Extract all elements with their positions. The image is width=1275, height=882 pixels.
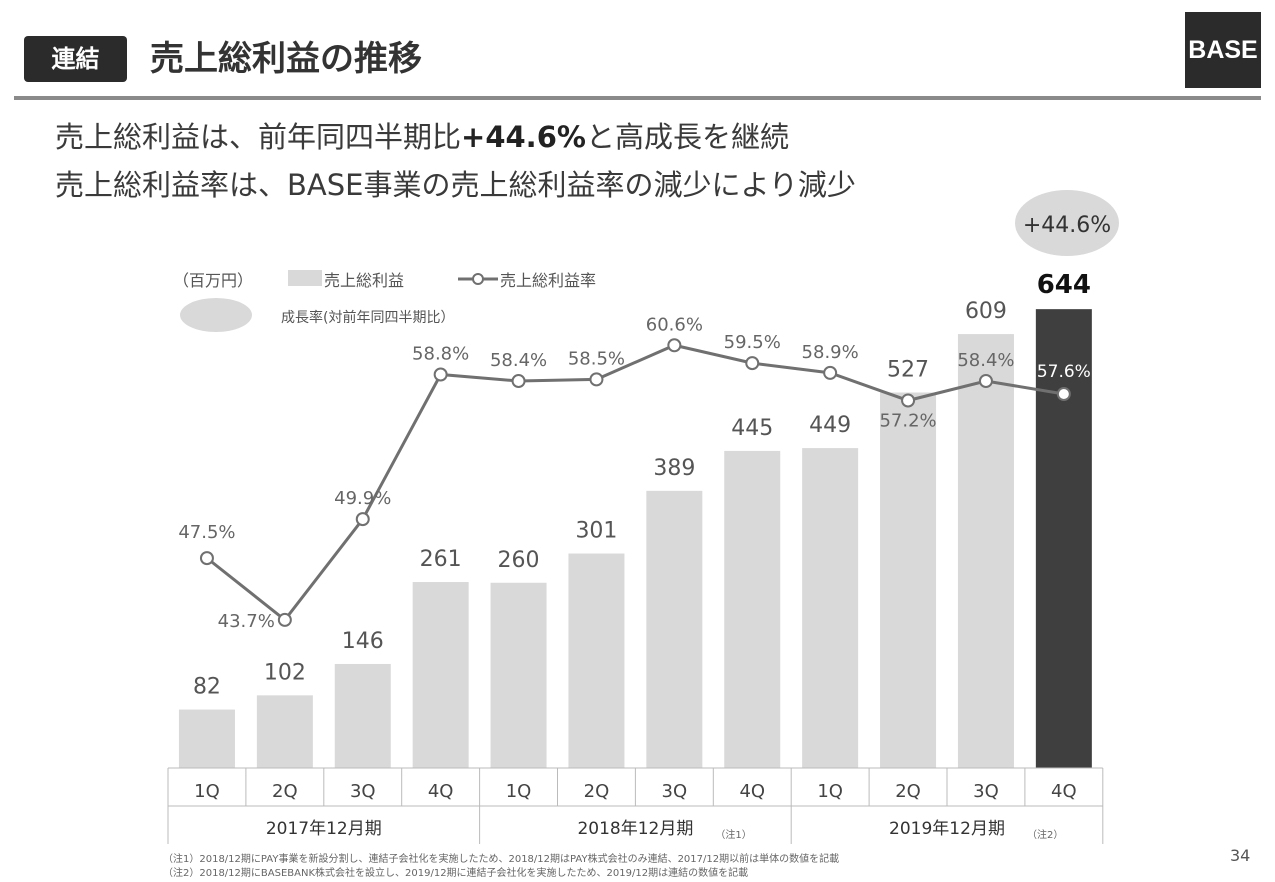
legend-growth-swatch [180, 298, 252, 332]
profit-rate-marker-7 [745, 356, 760, 371]
bar-9 [880, 392, 937, 768]
bar-3 [412, 582, 469, 768]
bar-11 [1035, 309, 1092, 768]
bar-value-label-6: 389 [653, 456, 695, 481]
category-label-8: 1Q [817, 781, 843, 802]
category-label-1: 2Q [272, 781, 298, 802]
bar-value-label-3: 261 [420, 547, 462, 572]
category-label-9: 2Q [895, 781, 921, 802]
profit-rate-marker-5 [589, 372, 604, 387]
bar-2 [334, 663, 391, 768]
bar-value-label-1: 102 [264, 660, 306, 685]
bar-value-label-0: 82 [193, 675, 221, 700]
bar-value-label-4: 260 [498, 548, 540, 573]
subtitle-1-part-a: 売上総利益は、前年同四半期比 [55, 120, 462, 154]
bar-value-label-7: 445 [731, 416, 773, 441]
base-logo: BASE [1185, 12, 1261, 88]
profit-rate-label-6: 60.6% [646, 314, 703, 335]
bar-4 [490, 582, 547, 768]
profit-rate-label-0: 47.5% [178, 522, 235, 543]
bar-value-label-11: 644 [1037, 270, 1091, 300]
legend-unit: （百万円） [173, 271, 253, 290]
profit-rate-label-5: 58.5% [568, 348, 625, 369]
fiscal-year-note-1: （注1） [715, 828, 751, 841]
bar-6 [646, 490, 703, 768]
profit-rate-label-2: 49.9% [334, 488, 391, 509]
profit-rate-marker-6 [667, 338, 682, 353]
bar-1 [256, 695, 313, 768]
profit-rate-marker-2 [355, 512, 370, 527]
footnote-2: （注2）2018/12期にBASEBANK株式会社を設立し、2019/12期に連… [163, 868, 749, 879]
profit-rate-label-3: 58.8% [412, 344, 469, 365]
profit-rate-marker-10 [978, 374, 993, 388]
category-label-10: 3Q [973, 781, 999, 802]
profit-rate-label-1: 43.7% [218, 611, 275, 632]
bar-value-label-5: 301 [575, 519, 617, 544]
legend-bar-label: 売上総利益 [324, 271, 404, 290]
fiscal-year-label-2: 2019年12月期 [889, 819, 1005, 839]
profit-rate-label-11: 57.6% [1037, 362, 1091, 382]
fiscal-year-note-2: （注2） [1027, 828, 1063, 841]
legend-growth-label: 成長率(対前年同四半期比） [281, 309, 454, 326]
category-label-0: 1Q [194, 781, 220, 802]
category-label-4: 1Q [506, 781, 532, 802]
profit-rate-marker-3 [433, 367, 448, 382]
profit-rate-label-10: 58.4% [957, 350, 1014, 371]
subtitle-line-1: 売上総利益は、前年同四半期比+44.6%と高成長を継続 [55, 114, 789, 156]
category-label-7: 4Q [739, 781, 765, 802]
fiscal-year-label-0: 2017年12月期 [266, 819, 382, 839]
bar-value-label-2: 146 [342, 629, 384, 654]
profit-rate-marker-1 [277, 612, 292, 627]
profit-rate-marker-0 [199, 551, 214, 566]
bar-0 [178, 709, 235, 768]
legend-bar-swatch [288, 270, 322, 286]
footnote-1: （注1）2018/12期にPAY事業を新設分割し、連結子会社化を実施したため、2… [163, 854, 840, 865]
legend-line-label: 売上総利益率 [500, 271, 596, 290]
profit-rate-label-8: 58.9% [802, 342, 859, 363]
profit-rate-marker-11 [1056, 387, 1071, 401]
category-label-6: 3Q [662, 781, 688, 802]
consolidated-badge: 連結 [24, 36, 127, 82]
profit-rate-marker-4 [511, 374, 526, 388]
category-label-3: 4Q [428, 781, 454, 802]
category-label-5: 2Q [584, 781, 610, 802]
bar-value-label-9: 527 [887, 358, 929, 383]
fiscal-year-label-1: 2018年12月期 [577, 819, 693, 839]
bar-value-label-8: 449 [809, 413, 851, 438]
category-label-11: 4Q [1051, 781, 1077, 802]
bar-8 [802, 448, 859, 768]
bar-5 [568, 553, 625, 768]
profit-rate-line [206, 343, 1065, 622]
profit-rate-label-4: 58.4% [490, 350, 547, 371]
growth-callout-label: +44.6% [1023, 213, 1111, 238]
profit-rate-marker-8 [823, 365, 838, 380]
profit-rate-label-9: 57.2% [879, 411, 936, 432]
bar-value-label-10: 609 [965, 299, 1007, 324]
title-divider [14, 96, 1261, 100]
bar-10 [957, 334, 1014, 768]
profit-rate-label-7: 59.5% [724, 332, 781, 353]
page-title: 売上総利益の推移 [150, 39, 422, 79]
subtitle-1-growth: +44.6% [461, 120, 586, 154]
growth-callout-ellipse [1015, 190, 1119, 256]
profit-rate-marker-9 [901, 393, 916, 408]
subtitle-1-part-b: と高成長を継続 [585, 120, 789, 154]
subtitle-line-2: 売上総利益率は、BASE事業の売上総利益率の減少により減少 [55, 168, 856, 202]
legend-line-marker [472, 273, 484, 285]
category-label-2: 3Q [350, 781, 376, 802]
bar-7 [724, 450, 781, 768]
page-number: 34 [1230, 846, 1251, 865]
